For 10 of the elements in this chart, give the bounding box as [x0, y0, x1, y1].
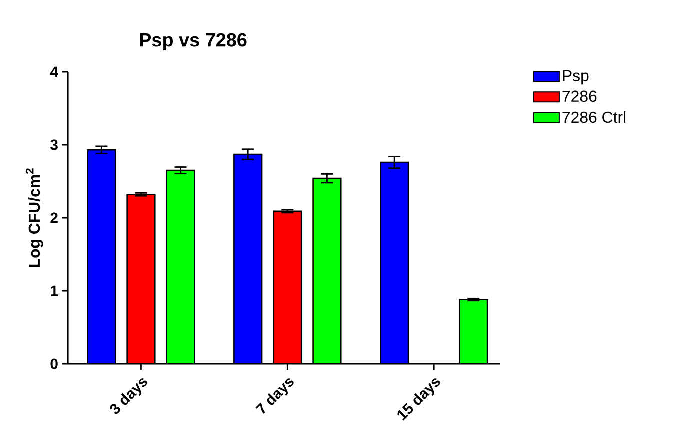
y-tick-label: 1	[51, 286, 58, 296]
y-tick-label: 0	[50, 358, 58, 370]
legend-label: 7286	[562, 90, 597, 102]
y-tick-label: 3	[50, 140, 58, 150]
chart-title: Psp vs 7286	[140, 33, 247, 50]
y-tick-label: 4	[50, 66, 58, 78]
legend-label: 7286 Ctrl	[562, 111, 626, 124]
legend-label: Psp	[563, 70, 589, 85]
y-axis-title: Log CFU/cm$^{2}$	[26, 168, 44, 268]
y-tick-label: 2	[50, 212, 58, 224]
